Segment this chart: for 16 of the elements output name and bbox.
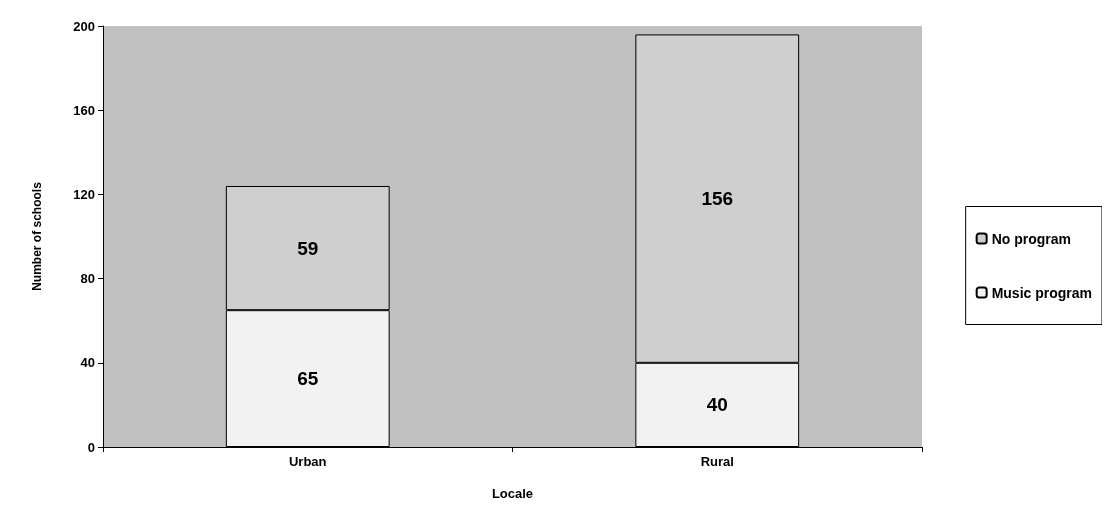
legend-label: Music program xyxy=(991,284,1093,301)
data-label: 156 xyxy=(701,188,734,210)
y-tick-label: 120 xyxy=(73,186,95,202)
data-label: 40 xyxy=(706,394,728,416)
y-tick-label: 80 xyxy=(80,271,95,287)
legend-label: No program xyxy=(991,230,1071,247)
y-tick-label: 200 xyxy=(73,18,95,34)
x-tick-label: Urban xyxy=(288,454,327,469)
x-tick-label: Rural xyxy=(700,454,734,469)
y-axis-title: Number of schools xyxy=(30,181,44,291)
y-tick-label: 160 xyxy=(73,102,95,118)
data-label: 65 xyxy=(297,368,319,390)
x-axis-title: Locale xyxy=(491,486,534,501)
y-tick-label: 40 xyxy=(80,355,95,371)
data-label: 59 xyxy=(297,237,319,259)
y-tick-label: 0 xyxy=(87,439,95,455)
